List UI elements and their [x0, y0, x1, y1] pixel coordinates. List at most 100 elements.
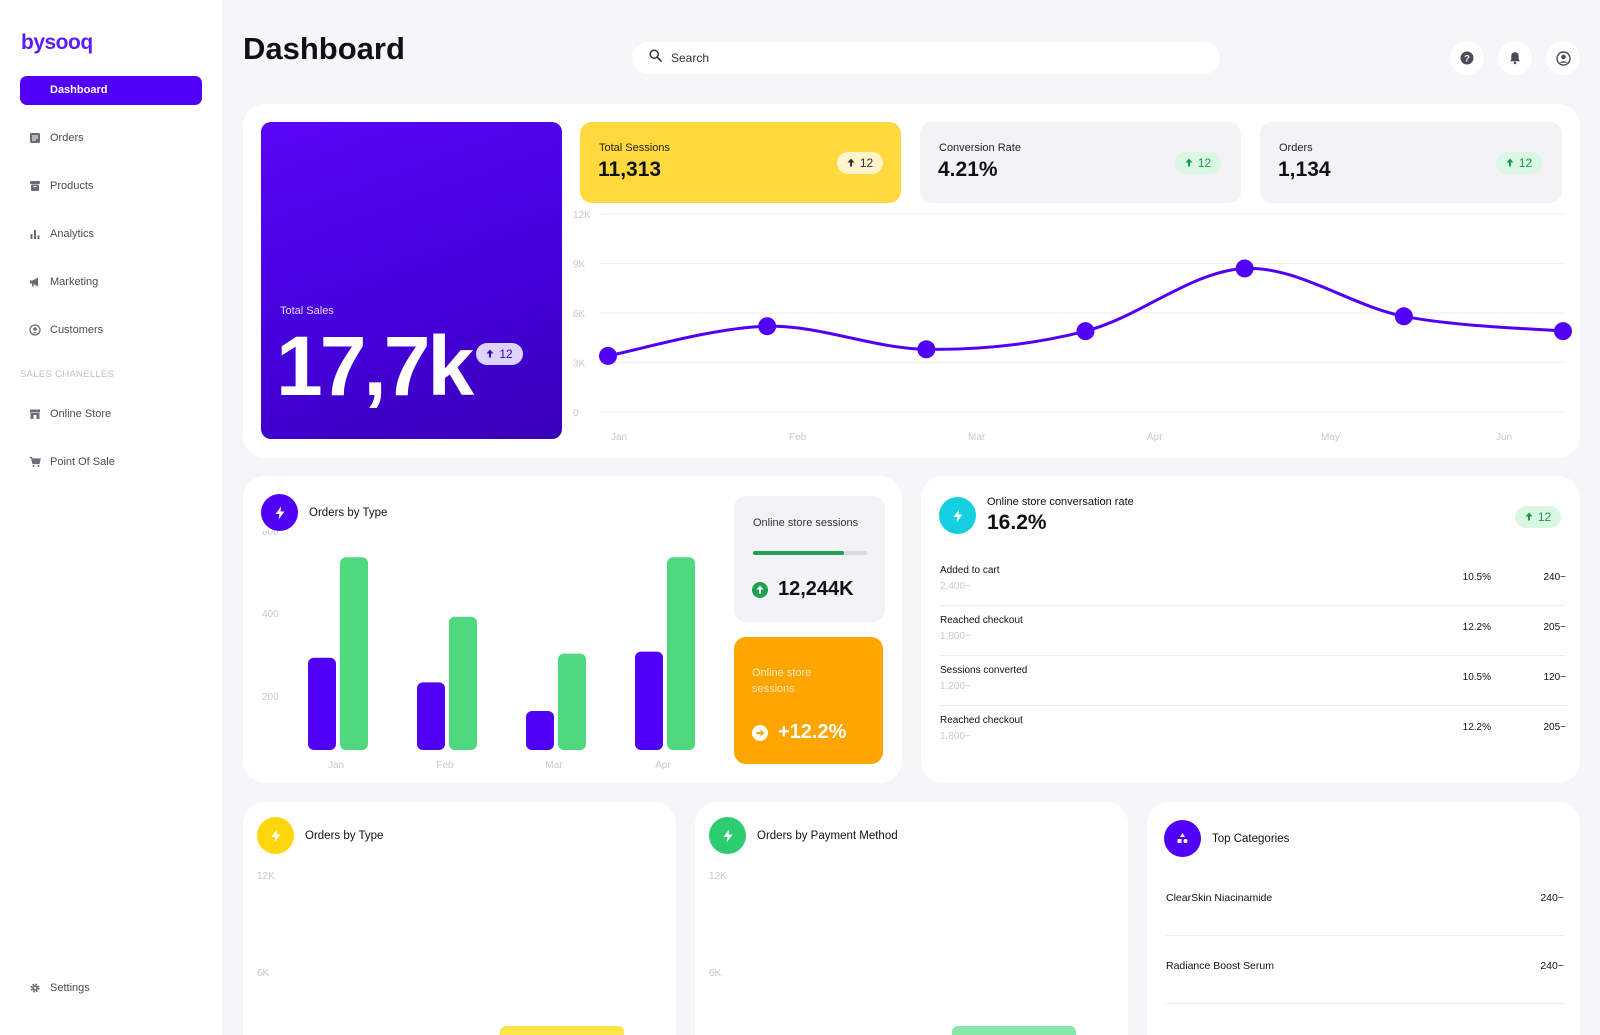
stat-value: 4.21% [938, 158, 998, 181]
sidebar-item-products[interactable]: Products [28, 176, 93, 196]
arrow-up-icon [1506, 156, 1514, 170]
sessions-value: 12,244K [778, 578, 854, 600]
products-icon [28, 180, 41, 193]
x-tick-label: Feb [436, 760, 454, 771]
sidebar-item-settings[interactable]: Settings [28, 978, 90, 998]
category-row[interactable]: Radiance Boost Serum 240~ [1166, 936, 1564, 1004]
card-header: Online store conversation rate 16.2% [939, 496, 1134, 535]
x-tick-label: Apr [1147, 432, 1163, 443]
help-icon: ? [1460, 51, 1474, 65]
card-header: Orders by Type [261, 494, 387, 531]
sessions-progress-fill [753, 551, 845, 555]
bar [340, 557, 368, 750]
y-tick-label: 3K [573, 359, 586, 370]
y-tick-label: 12K [709, 871, 727, 882]
data-point [1076, 322, 1095, 341]
bar [449, 616, 477, 750]
x-tick-label: Jan [611, 432, 627, 443]
help-button[interactable]: ? [1450, 41, 1484, 75]
bar [952, 1026, 1076, 1035]
stat-label: Conversion Rate [939, 142, 1021, 154]
stat-card-conversion-rate[interactable]: Conversion Rate 4.21% 12 [920, 122, 1241, 203]
search-bar[interactable] [632, 42, 1220, 74]
stat-label: Orders [1279, 142, 1313, 154]
user-circle-icon [28, 324, 41, 337]
x-tick-label: Jan [328, 760, 344, 771]
sidebar-item-label: Online Store [50, 408, 112, 420]
data-point [1554, 322, 1572, 341]
series-line [607, 266, 1564, 358]
conversion-row: Added to cart 2,400~ 10.5% 240~ [940, 556, 1566, 606]
sidebar-item-analytics[interactable]: Analytics [28, 224, 94, 244]
arrow-right-icon [752, 724, 768, 741]
y-tick-label: 0 [573, 408, 579, 419]
change-badge: 12 [1496, 152, 1542, 174]
stat-card-total-sessions[interactable]: Total Sessions 11,313 12 [580, 122, 901, 203]
sessions-change-row: +12.2% [752, 721, 846, 744]
data-point [917, 340, 936, 359]
card-header: Top Categories [1164, 820, 1289, 857]
profile-button[interactable] [1546, 41, 1580, 75]
brand-logo[interactable]: bysooq [21, 31, 93, 54]
bar [635, 651, 663, 750]
online-store-sessions-card[interactable]: Online store sessions 12,244K [734, 496, 885, 622]
sidebar-item-point-of-sale[interactable]: Point Of Sale [28, 452, 115, 472]
conversion-rate-card: Online store conversation rate 16.2% 12 … [921, 476, 1580, 783]
stat-card-orders[interactable]: Orders 1,134 12 [1260, 122, 1562, 203]
sidebar: bysooq Dashboard Orders Products Analyti… [0, 0, 222, 1035]
card-header: Orders by Type [257, 817, 383, 854]
arrow-up-icon [486, 347, 494, 361]
analytics-icon [28, 228, 41, 241]
sidebar-item-customers[interactable]: Customers [28, 320, 103, 340]
sessions-label: Online store sessions [753, 517, 859, 529]
sidebar-item-label: Settings [50, 982, 90, 994]
y-tick-label: 6K [709, 968, 722, 979]
bolt-icon [261, 494, 298, 531]
change-badge: 12 [837, 152, 883, 174]
arrow-up-icon [1525, 510, 1533, 524]
stat-value: 11,313 [598, 158, 662, 181]
y-tick-label: 200 [262, 692, 279, 703]
x-tick-label: Mar [545, 760, 563, 771]
sidebar-item-orders[interactable]: Orders [28, 128, 84, 148]
conversion-row: Reached checkout 1,800~ 12.2% 205~ [940, 715, 1566, 742]
total-sales-value: 17,7k [276, 319, 474, 413]
sidebar-item-label: Customers [50, 324, 104, 336]
sidebar-item-dashboard[interactable]: Dashboard [20, 76, 202, 105]
change-badge: 12 [476, 343, 523, 365]
conversion-row: Reached checkout 1,800~ 12.2% 205~ [940, 606, 1566, 656]
sidebar-item-online-store[interactable]: Online Store [28, 404, 111, 424]
search-input[interactable] [671, 51, 1171, 65]
stat-value: 1,134 [1278, 158, 1331, 181]
shapes-icon [1164, 820, 1201, 857]
arrow-up-icon [847, 156, 855, 170]
orders-icon [28, 132, 41, 145]
svg-text:?: ? [1464, 54, 1470, 65]
bar [526, 711, 554, 750]
orders-by-type-mini-chart: 12K 6K [257, 871, 624, 1035]
bar [308, 657, 336, 750]
card-title: Top Categories [1212, 832, 1290, 845]
sessions-change-card[interactable]: Online store sessions +12.2% [734, 637, 883, 764]
data-point [1394, 307, 1413, 326]
total-sales-label: Total Sales [280, 305, 334, 317]
sidebar-item-label: Orders [50, 132, 84, 144]
orders-by-type-card: Orders by Type 600 400 200 Jan Feb Mar Apr Onl… [243, 476, 902, 783]
overview-card: Total Sales 17,7k 12 Total Sessions 11,3… [243, 104, 1580, 458]
arrow-up-icon [1185, 156, 1193, 170]
page-title: Dashboard [243, 31, 405, 66]
y-tick-label: 9K [573, 260, 586, 271]
notifications-button[interactable] [1498, 41, 1532, 75]
orders-by-payment-card: Orders by Payment Method 12K 6K [695, 802, 1128, 1035]
sidebar-item-marketing[interactable]: Marketing [28, 272, 98, 292]
data-point [599, 346, 617, 365]
sessions-change-value: +12.2% [778, 721, 847, 743]
conversion-row: Sessions converted 1,200~ 10.5% 120~ [940, 656, 1566, 706]
category-row[interactable]: ClearSkin Niacinamide 240~ [1166, 868, 1564, 936]
bar [667, 557, 695, 750]
total-sales-card[interactable]: Total Sales 17,7k 12 [261, 122, 562, 439]
sessions-value-row: 12,244K [752, 578, 854, 601]
sales-line-chart: 12K 9K 6K 3K 0 Jan Feb Mar Apr May Jun [573, 210, 1572, 443]
change-badge: 12 [1175, 152, 1221, 174]
bolt-icon [709, 817, 746, 854]
